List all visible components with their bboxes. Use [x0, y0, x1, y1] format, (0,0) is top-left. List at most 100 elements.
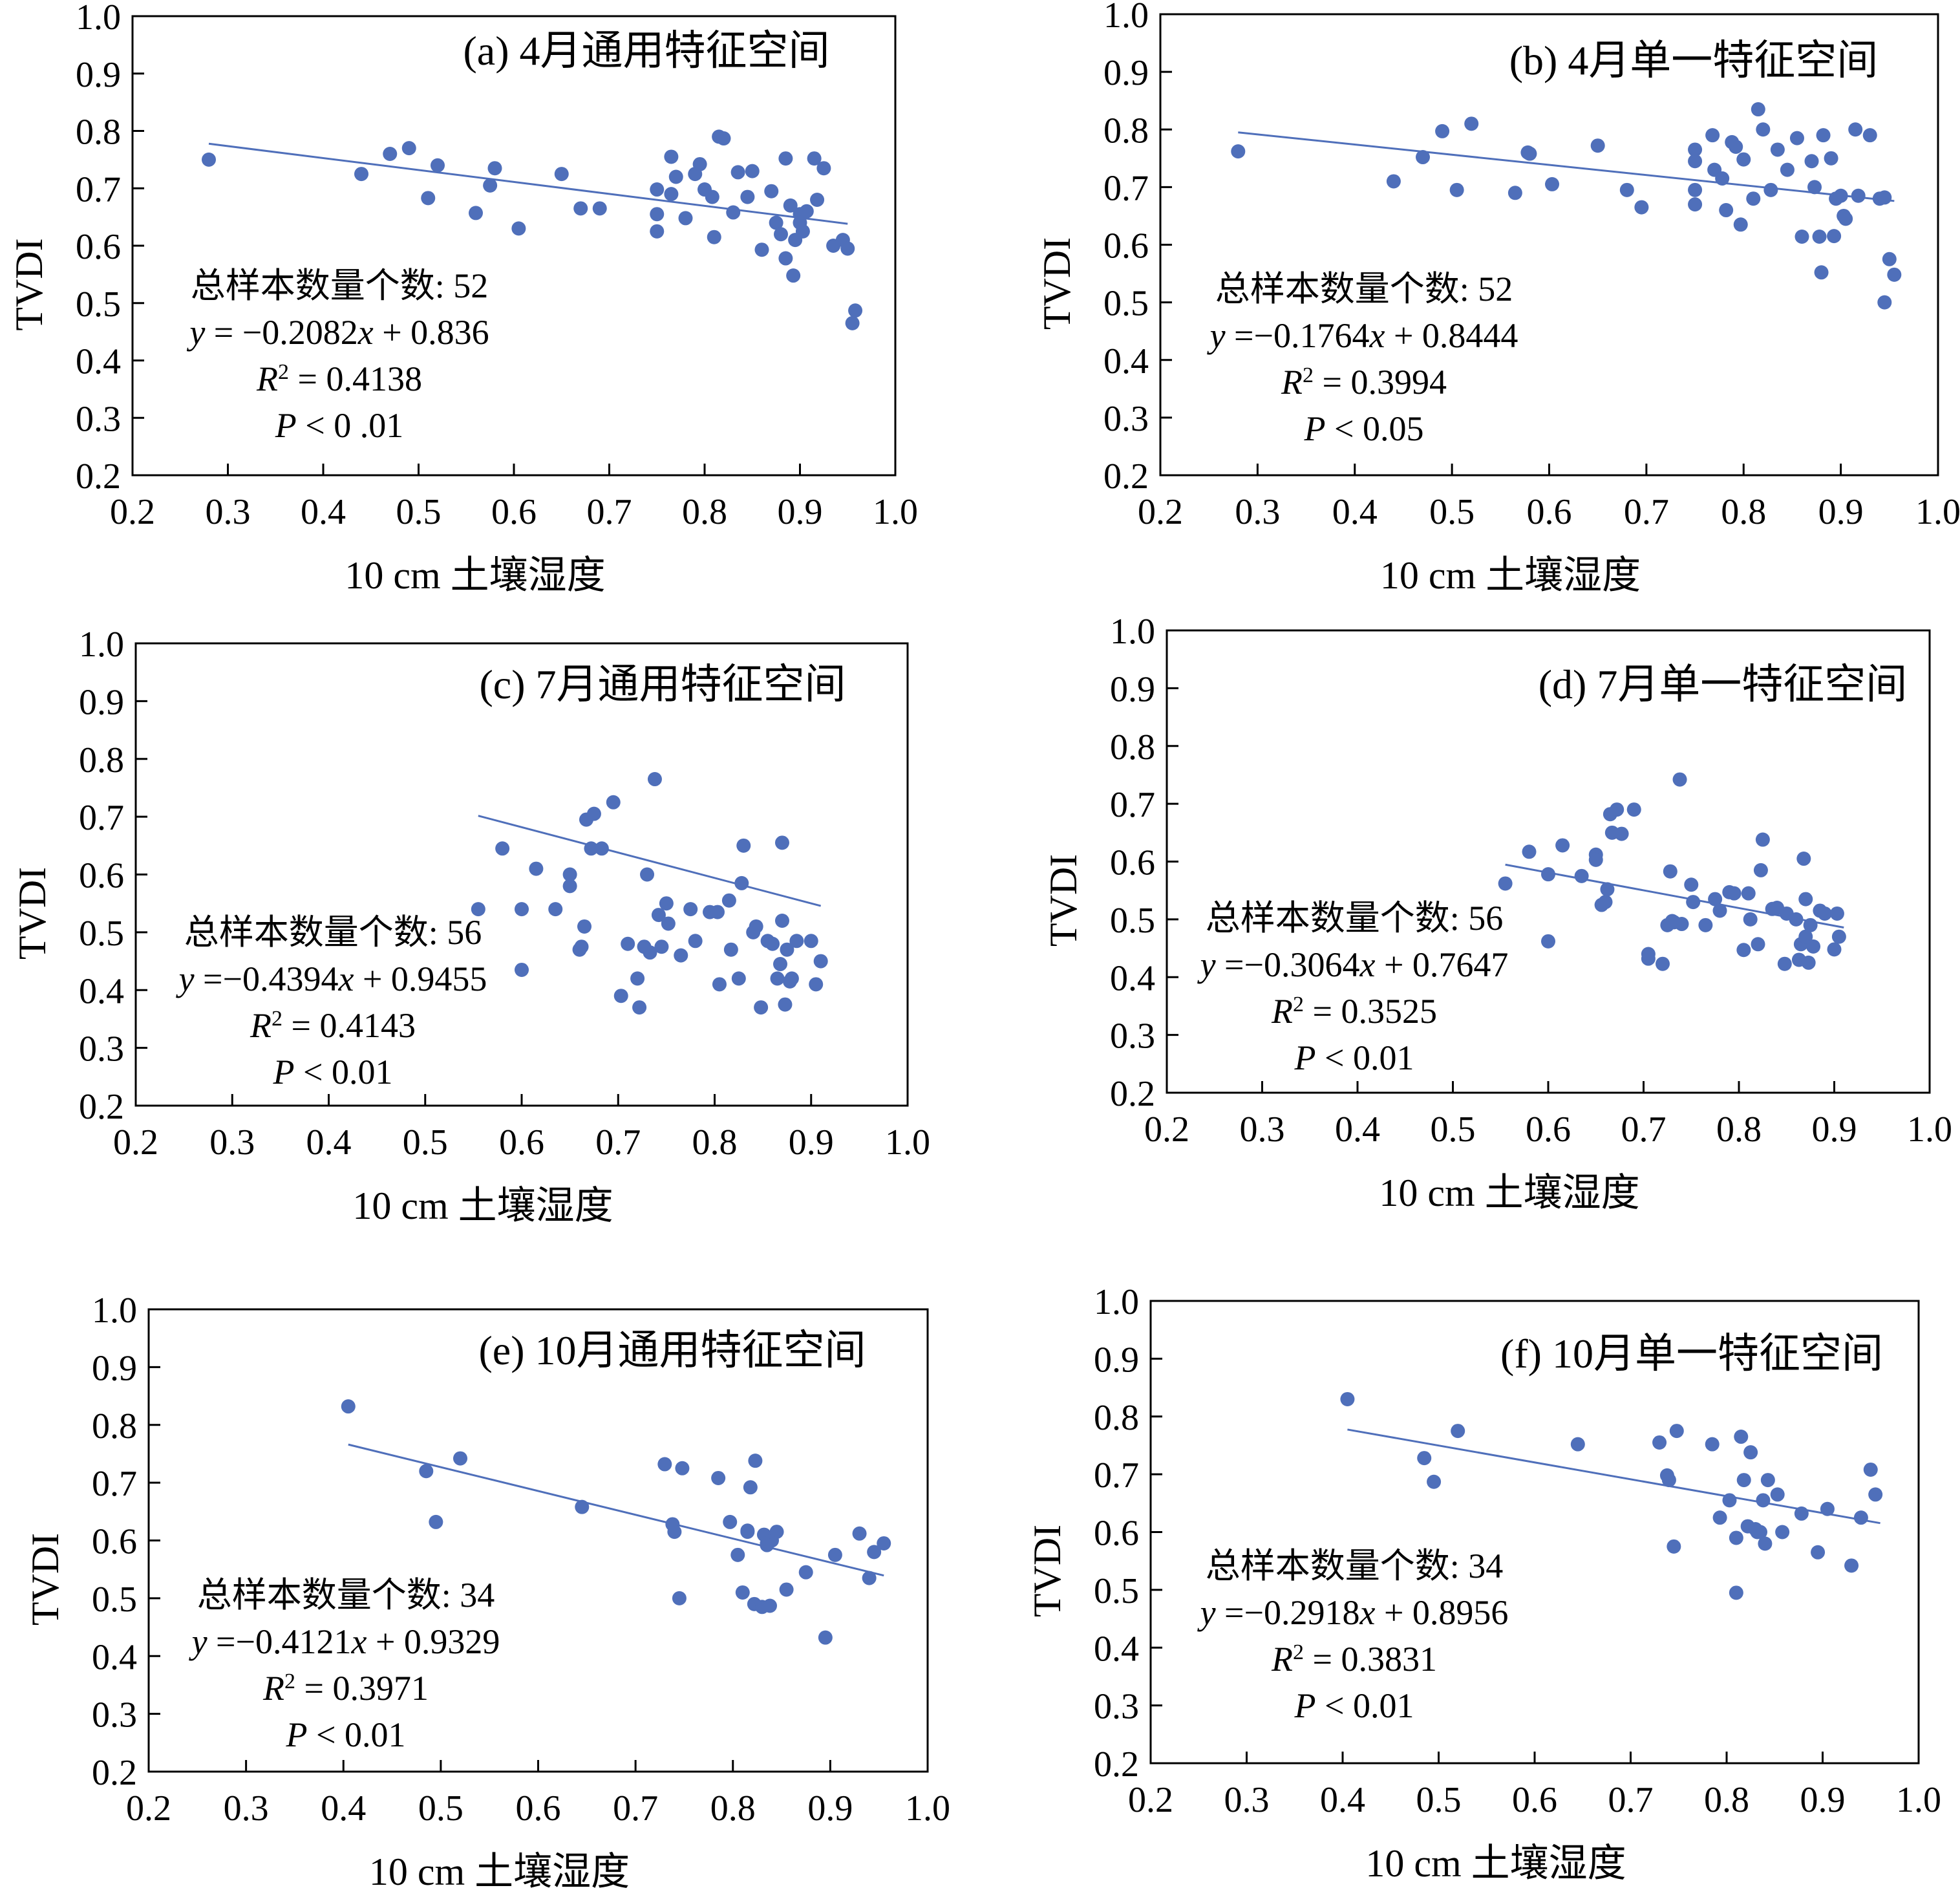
data-point	[1729, 1530, 1743, 1545]
data-point	[1806, 939, 1821, 954]
x-tick-label: 0.5	[1429, 492, 1475, 532]
x-tick-label: 0.3	[224, 1788, 269, 1829]
data-point	[1756, 1493, 1771, 1508]
y-tick-label: 0.3	[1103, 399, 1149, 439]
data-point	[1775, 1525, 1790, 1540]
data-point	[562, 867, 577, 882]
r-squared-text: R2 = 0.4138	[256, 359, 422, 398]
data-point	[1641, 947, 1656, 961]
data-point	[654, 939, 669, 954]
data-point	[1684, 877, 1699, 892]
data-point	[1801, 955, 1816, 970]
data-point	[511, 221, 526, 236]
data-point	[784, 971, 799, 986]
data-point	[734, 875, 749, 890]
data-point	[383, 147, 398, 161]
data-point	[1853, 1510, 1868, 1525]
sample-count-text: 总样本数量个数: 34	[1206, 1547, 1504, 1585]
x-tick-label: 0.5	[1416, 1780, 1462, 1820]
y-tick-label: 0.2	[1094, 1744, 1139, 1785]
data-point	[1719, 203, 1734, 218]
data-point	[754, 242, 769, 257]
data-point	[748, 1454, 763, 1468]
data-point	[577, 919, 592, 934]
data-point	[1814, 265, 1829, 280]
y-tick-label: 0.3	[1110, 1016, 1155, 1057]
data-point	[1753, 863, 1768, 877]
data-point	[651, 908, 666, 923]
data-point	[1844, 1558, 1859, 1573]
y-tick-label: 0.8	[76, 113, 121, 153]
data-point	[592, 201, 607, 216]
data-point	[1416, 150, 1431, 165]
data-point	[760, 1538, 774, 1552]
data-point	[772, 957, 787, 972]
data-point	[1851, 188, 1866, 203]
data-point	[810, 193, 825, 207]
data-point	[1464, 116, 1479, 131]
y-axis-title: TVDI	[1026, 1525, 1069, 1617]
data-point	[1751, 102, 1765, 117]
data-point	[1598, 895, 1613, 910]
x-tick-label: 0.5	[1431, 1110, 1476, 1150]
x-tick-label: 0.7	[595, 1122, 641, 1163]
y-tick-label: 0.2	[76, 456, 121, 497]
x-tick-label: 0.5	[403, 1122, 448, 1163]
data-point	[804, 934, 818, 949]
data-point	[1688, 182, 1703, 197]
data-point	[515, 962, 529, 977]
chart-panel-d: 0.2 0.3 0.4 0.5 0.6 0.7 0.8 0.9 1.0 0.2 0.3 0.4 0.5 0…	[1042, 612, 1952, 1214]
data-point	[1667, 915, 1681, 930]
p-value-text: P < 0.01	[1294, 1038, 1414, 1077]
data-point	[647, 772, 662, 787]
x-tick-label: 0.9	[807, 1788, 853, 1829]
data-point	[668, 169, 683, 184]
x-axis-title: 10 cm 土壤湿度	[1380, 554, 1641, 597]
data-point	[664, 149, 679, 164]
data-point	[1574, 868, 1589, 883]
panel-title: (c) 7月通用特征空间	[479, 661, 846, 707]
regression-equation: y =−0.4121x + 0.9329	[189, 1622, 500, 1661]
data-point	[1863, 1462, 1878, 1477]
sample-count-text: 总样本数量个数: 34	[197, 1576, 495, 1615]
data-point	[1751, 937, 1765, 952]
data-point	[453, 1451, 467, 1466]
data-point	[754, 1000, 769, 1015]
data-point	[354, 167, 368, 182]
data-point	[762, 1598, 777, 1613]
data-point	[1652, 1435, 1667, 1450]
data-point	[1656, 956, 1670, 971]
y-tick-label: 0.6	[79, 856, 124, 896]
y-tick-label: 0.9	[1094, 1340, 1139, 1380]
x-tick-label: 0.5	[418, 1788, 463, 1829]
x-tick-label: 1.0	[1907, 1110, 1952, 1150]
data-point	[1777, 956, 1792, 971]
data-point	[731, 971, 746, 986]
y-tick-label: 0.8	[1094, 1398, 1139, 1438]
data-point	[1736, 943, 1751, 958]
y-tick-label: 0.6	[92, 1522, 137, 1562]
data-point	[1862, 128, 1877, 143]
x-tick-label: 0.7	[1621, 1110, 1667, 1150]
data-point	[1340, 1391, 1355, 1406]
regression-equation: y =−0.2918x + 0.8956	[1197, 1593, 1509, 1632]
data-point	[867, 1545, 882, 1560]
data-point	[813, 954, 828, 969]
x-tick-label: 0.3	[206, 492, 251, 532]
data-point	[774, 835, 789, 850]
x-tick-label: 0.8	[1716, 1110, 1762, 1150]
data-point	[1736, 152, 1751, 167]
regression-line	[348, 1443, 884, 1577]
data-point	[419, 1464, 434, 1479]
data-point	[848, 303, 863, 318]
x-tick-label: 0.4	[321, 1788, 366, 1829]
y-tick-label: 0.9	[92, 1348, 137, 1388]
data-point	[1798, 929, 1813, 944]
sample-count-text: 总样本数量个数: 52	[191, 266, 489, 305]
data-point	[573, 201, 588, 216]
x-tick-label: 0.7	[1608, 1780, 1654, 1820]
x-tick-label: 0.7	[613, 1788, 658, 1829]
y-tick-label: 0.8	[79, 740, 124, 780]
x-tick-label: 0.6	[499, 1122, 544, 1163]
